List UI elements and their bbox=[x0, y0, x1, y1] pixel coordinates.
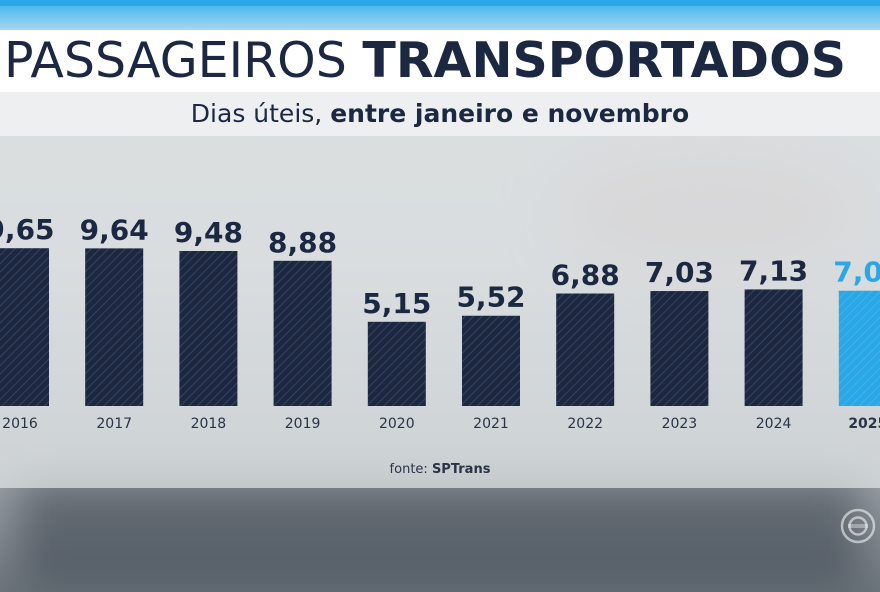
bar-hatch-2025 bbox=[838, 290, 880, 406]
title-bar: PASSAGEIROS TRANSPORTADOS bbox=[0, 30, 880, 92]
bar-hatch-2017 bbox=[85, 248, 144, 406]
top-accent-stripe bbox=[0, 0, 880, 6]
x-tick-2023: 2023 bbox=[662, 416, 698, 432]
top-accent-gradient bbox=[0, 6, 880, 30]
value-label-2021: 5,52 bbox=[456, 281, 525, 314]
value-label-2020: 5,15 bbox=[362, 287, 431, 320]
subtitle-light: Dias úteis, bbox=[190, 99, 331, 128]
bar-hatch-2020 bbox=[367, 321, 426, 406]
x-tick-2019: 2019 bbox=[285, 416, 321, 432]
value-label-2016: 9,65 bbox=[0, 213, 55, 246]
bar-hatch-2023 bbox=[650, 291, 709, 406]
x-tick-2020: 2020 bbox=[379, 416, 415, 432]
x-tick-2024: 2024 bbox=[756, 416, 792, 432]
x-tick-2017: 2017 bbox=[96, 416, 132, 432]
x-tick-2025: 2025 bbox=[848, 416, 880, 432]
bar-hatch-2019 bbox=[273, 260, 332, 406]
chart-source: fonte: SPTrans bbox=[0, 462, 880, 477]
x-tick-2021: 2021 bbox=[473, 416, 509, 432]
subtitle-bar: Dias úteis, entre janeiro e novembro bbox=[0, 92, 880, 136]
x-tick-2018: 2018 bbox=[191, 416, 227, 432]
chart-panel bbox=[0, 136, 880, 488]
page-title: PASSAGEIROS TRANSPORTADOS bbox=[4, 30, 846, 92]
value-label-2018: 9,48 bbox=[174, 216, 243, 249]
x-tick-2022: 2022 bbox=[567, 416, 603, 432]
bar-hatch-2024 bbox=[744, 289, 803, 406]
bar-hatch-2018 bbox=[179, 251, 238, 406]
subtitle-bold: entre janeiro e novembro bbox=[330, 99, 690, 128]
value-label-2024: 7,13 bbox=[739, 254, 808, 287]
x-tick-2016: 2016 bbox=[2, 416, 38, 432]
value-label-2025: 7,05 bbox=[833, 256, 880, 289]
bar-hatch-2022 bbox=[556, 293, 615, 406]
globo-logo-icon bbox=[840, 508, 876, 544]
title-light: PASSAGEIROS bbox=[4, 32, 363, 89]
source-name: SPTrans bbox=[431, 462, 491, 477]
value-label-2017: 9,64 bbox=[80, 213, 149, 246]
bars-layer: 9,65 2016 9,64 2017 9,48 2018 8,88 2019 5,15 2020… bbox=[0, 213, 880, 432]
value-label-2022: 6,88 bbox=[551, 259, 620, 292]
title-bold: TRANSPORTADOS bbox=[362, 32, 847, 89]
bar-hatch-2016 bbox=[0, 248, 49, 406]
value-label-2019: 8,88 bbox=[268, 226, 337, 259]
source-prefix: fonte: bbox=[389, 462, 432, 477]
background-blur-bottom bbox=[20, 480, 860, 590]
value-label-2023: 7,03 bbox=[645, 256, 714, 289]
chart-subtitle: Dias úteis, entre janeiro e novembro bbox=[0, 92, 880, 136]
bar-hatch-2021 bbox=[462, 315, 520, 406]
